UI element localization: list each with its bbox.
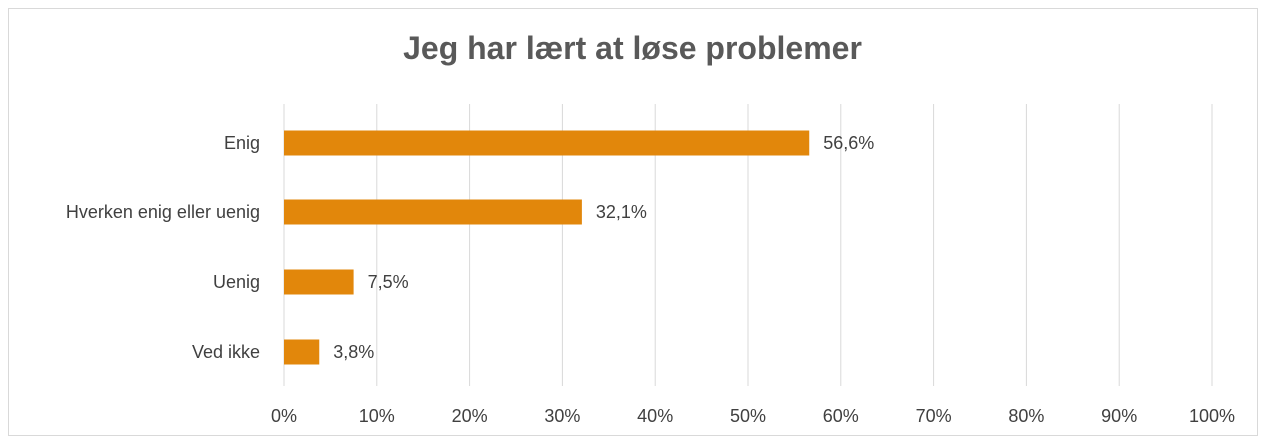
x-tick-label-50: 50% — [730, 406, 766, 426]
x-tick-label-40: 40% — [637, 406, 673, 426]
x-tick-label-80: 80% — [1008, 406, 1044, 426]
bar-2 — [284, 199, 582, 225]
data-label-2: 32,1% — [596, 202, 647, 222]
chart-title: Jeg har lært at løse problemer — [403, 30, 862, 66]
category-label-4: Ved ikke — [192, 342, 260, 362]
x-tick-label-0: 0% — [271, 406, 297, 426]
x-tick-label-90: 90% — [1101, 406, 1137, 426]
bar-4 — [284, 339, 320, 365]
bar-3 — [284, 269, 354, 295]
x-tick-label-70: 70% — [916, 406, 952, 426]
category-label-2: Hverken enig eller uenig — [66, 202, 260, 222]
data-label-3: 7,5% — [368, 272, 409, 292]
category-label-1: Enig — [224, 133, 260, 153]
x-tick-label-60: 60% — [823, 406, 859, 426]
bar-1 — [284, 130, 810, 156]
data-label-1: 56,6% — [823, 133, 874, 153]
x-tick-label-30: 30% — [544, 406, 580, 426]
x-tick-label-10: 10% — [359, 406, 395, 426]
category-label-3: Uenig — [213, 272, 260, 292]
chart-area — [8, 8, 1258, 436]
x-tick-label-20: 20% — [452, 406, 488, 426]
x-tick-label-100: 100% — [1189, 406, 1235, 426]
data-label-4: 3,8% — [333, 342, 374, 362]
